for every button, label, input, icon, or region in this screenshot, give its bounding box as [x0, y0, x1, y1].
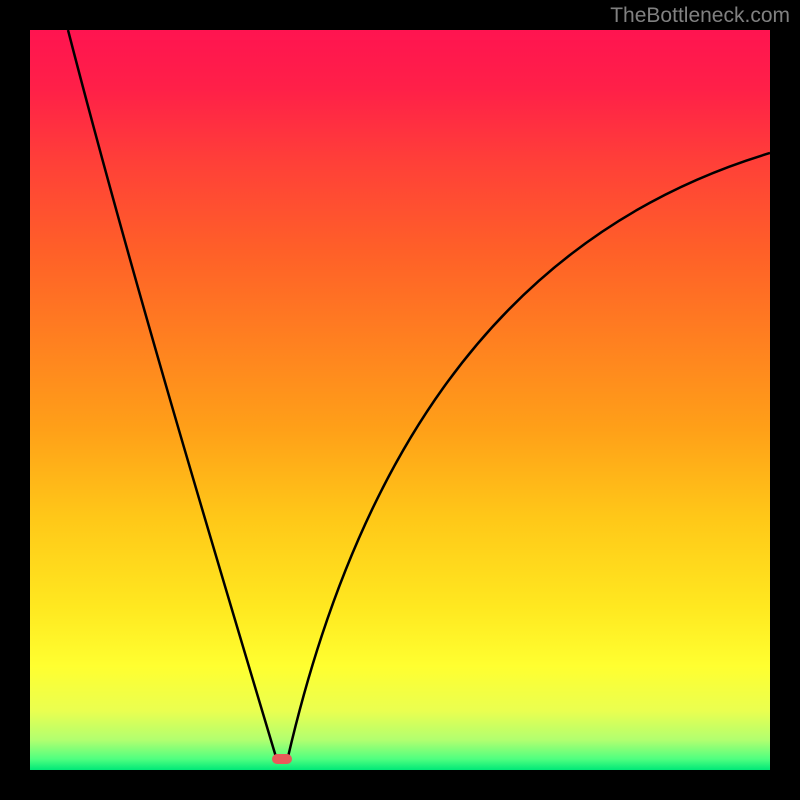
chart-area — [30, 30, 770, 770]
optimal-point-marker — [272, 754, 292, 764]
curve-right-branch — [288, 153, 770, 757]
curve-left-branch — [68, 30, 276, 757]
bottleneck-curve — [30, 30, 770, 770]
watermark-text: TheBottleneck.com — [610, 4, 790, 28]
